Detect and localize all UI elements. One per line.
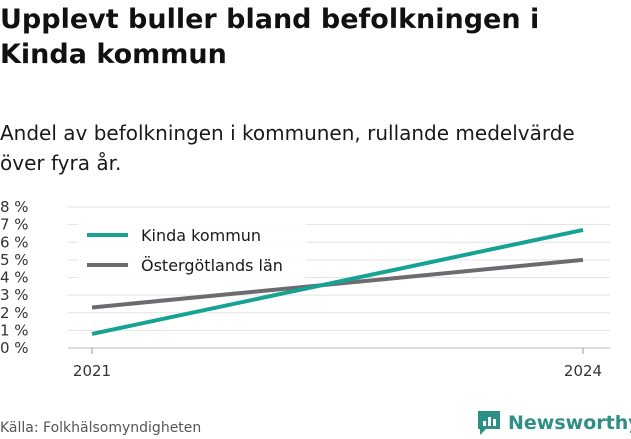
series-line [91,227,584,336]
line-chart: 0 %1 %2 %3 %4 %5 %6 %7 %8 % 2021 2024 Kin… [0,198,610,380]
series-lines [91,227,584,336]
legend-label: Östergötlands län [141,256,283,275]
newsworthy-logo-icon [478,411,500,435]
y-tick-label: 0 % [0,339,29,357]
source-note: Källa: Folkhälsomyndigheten [0,420,202,436]
chart-title: Upplevt buller bland befolkningen i Kind… [0,4,540,70]
y-tick-label: 8 % [0,198,29,216]
legend: Kinda kommun Östergötlands län [78,217,306,281]
y-tick-label: 5 % [0,251,29,269]
legend-background [78,217,306,281]
y-tick-label: 7 % [0,216,29,234]
y-tick-label: 2 % [0,304,29,322]
x-tick-label: 2021 [73,362,111,380]
y-tick-label: 3 % [0,286,29,304]
brand-logo: Newsworthy [476,408,631,438]
y-tick-label: 1 % [0,321,29,339]
x-tick-label: 2024 [564,362,602,380]
chart-subtitle: Andel av befolkningen i kommunen, rullan… [0,121,575,175]
y-axis-ticks: 0 %1 %2 %3 %4 %5 %6 %7 %8 % [0,198,29,357]
brand-name: Newsworthy [508,412,631,434]
y-tick-label: 4 % [0,269,29,287]
y-tick-label: 6 % [0,233,29,251]
x-axis-ticks: 2021 2024 [73,348,602,380]
legend-label: Kinda kommun [141,226,261,245]
